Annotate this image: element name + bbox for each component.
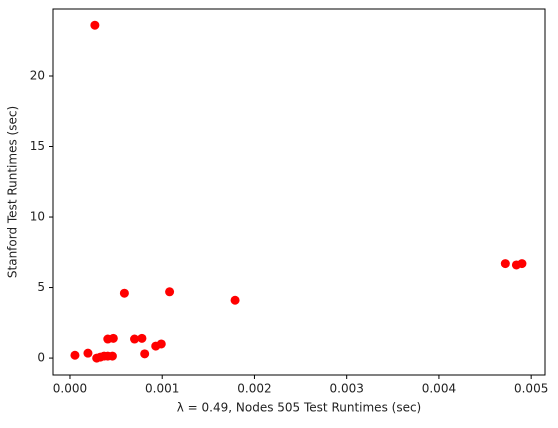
point: [137, 333, 147, 343]
x-tick-label: 0.003: [330, 382, 364, 396]
x-tick-label: 0.002: [237, 382, 271, 396]
point: [70, 350, 80, 360]
x-tick-label: 0.005: [514, 382, 548, 396]
point: [90, 20, 100, 30]
point: [130, 334, 140, 344]
y-tick-label: 5: [37, 280, 45, 294]
x-tick-label: 0.000: [53, 382, 87, 396]
y-axis-label: Stanford Test Runtimes (sec): [6, 106, 20, 278]
x-axis-label: λ = 0.49, Nodes 505 Test Runtimes (sec): [177, 401, 421, 415]
point: [119, 288, 129, 298]
point: [517, 259, 527, 269]
point: [230, 295, 240, 305]
point: [107, 351, 117, 361]
point: [140, 349, 150, 359]
x-tick-label: 0.001: [145, 382, 179, 396]
point: [108, 333, 118, 343]
x-tick-label: 0.004: [422, 382, 456, 396]
y-tick-label: 10: [30, 210, 45, 224]
plot-frame: [52, 8, 546, 376]
point: [83, 348, 93, 358]
point: [156, 339, 166, 349]
y-tick-label: 15: [30, 139, 45, 153]
point: [165, 287, 175, 297]
point: [500, 259, 510, 269]
y-tick-label: 20: [30, 68, 45, 82]
y-tick-label: 0: [37, 351, 45, 365]
